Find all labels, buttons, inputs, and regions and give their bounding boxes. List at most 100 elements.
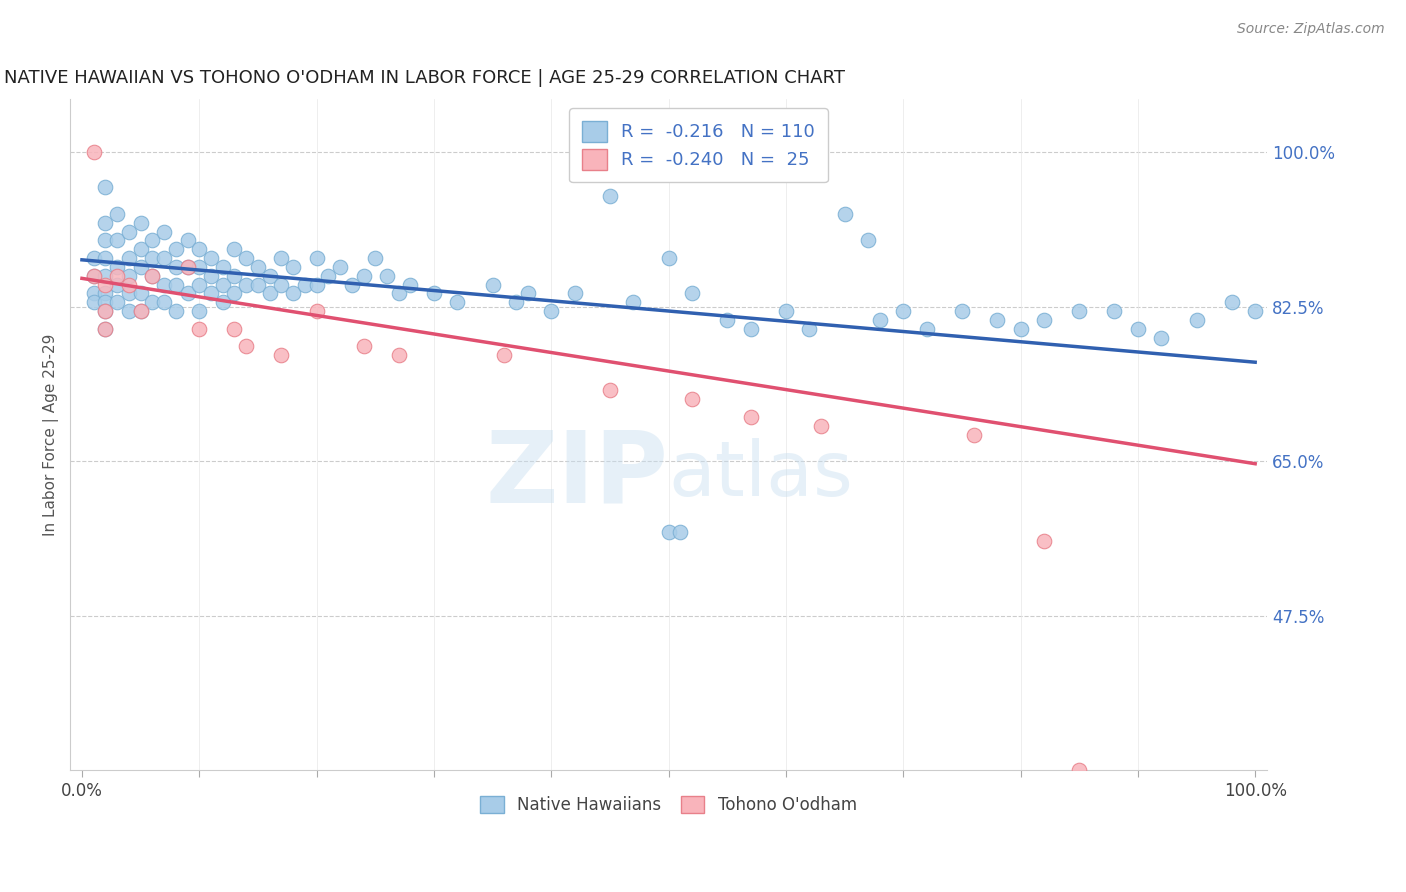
Native Hawaiians [658,251,681,265]
Native Hawaiians [235,251,257,265]
Native Hawaiians [105,207,128,221]
Native Hawaiians [118,225,141,239]
Native Hawaiians [305,277,328,292]
Native Hawaiians [94,234,117,248]
Native Hawaiians [105,234,128,248]
Native Hawaiians [481,277,503,292]
Native Hawaiians [388,286,411,301]
Native Hawaiians [669,524,692,539]
Native Hawaiians [129,216,152,230]
Native Hawaiians [1033,313,1056,327]
Native Hawaiians [94,216,117,230]
Tohono O'odham [176,260,198,274]
Native Hawaiians [118,268,141,283]
Tohono O'odham [129,304,152,318]
Native Hawaiians [1010,321,1032,335]
Native Hawaiians [294,277,316,292]
Native Hawaiians [281,260,304,274]
Native Hawaiians [118,304,141,318]
Native Hawaiians [105,260,128,274]
Native Hawaiians [105,295,128,310]
Native Hawaiians [200,286,222,301]
Native Hawaiians [83,295,105,310]
Native Hawaiians [165,304,187,318]
Native Hawaiians [165,277,187,292]
Native Hawaiians [446,295,468,310]
Tohono O'odham [118,277,141,292]
Tohono O'odham [83,268,105,283]
Native Hawaiians [340,277,363,292]
Native Hawaiians [83,251,105,265]
Native Hawaiians [246,260,269,274]
Tohono O'odham [94,304,117,318]
Tohono O'odham [1033,533,1056,548]
Native Hawaiians [224,242,246,256]
Native Hawaiians [1185,313,1208,327]
Native Hawaiians [94,304,117,318]
Native Hawaiians [94,286,117,301]
Native Hawaiians [141,268,163,283]
Native Hawaiians [94,321,117,335]
Native Hawaiians [153,277,176,292]
Native Hawaiians [129,286,152,301]
Native Hawaiians [423,286,446,301]
Native Hawaiians [153,225,176,239]
Native Hawaiians [94,268,117,283]
Native Hawaiians [1220,295,1243,310]
Native Hawaiians [318,268,340,283]
Native Hawaiians [224,268,246,283]
Native Hawaiians [681,286,703,301]
Native Hawaiians [211,295,233,310]
Native Hawaiians [211,277,233,292]
Native Hawaiians [658,524,681,539]
Tohono O'odham [810,418,832,433]
Native Hawaiians [1244,304,1267,318]
Native Hawaiians [564,286,586,301]
Native Hawaiians [165,242,187,256]
Tohono O'odham [599,384,621,398]
Native Hawaiians [375,268,398,283]
Native Hawaiians [200,268,222,283]
Native Hawaiians [1126,321,1149,335]
Tohono O'odham [740,409,762,424]
Native Hawaiians [235,277,257,292]
Native Hawaiians [188,277,211,292]
Native Hawaiians [834,207,856,221]
Native Hawaiians [83,268,105,283]
Native Hawaiians [775,304,797,318]
Native Hawaiians [270,277,292,292]
Tohono O'odham [94,277,117,292]
Native Hawaiians [129,304,152,318]
Tohono O'odham [105,268,128,283]
Native Hawaiians [105,277,128,292]
Tohono O'odham [224,321,246,335]
Tohono O'odham [141,268,163,283]
Native Hawaiians [94,295,117,310]
Native Hawaiians [224,286,246,301]
Native Hawaiians [505,295,527,310]
Native Hawaiians [1150,330,1173,344]
Native Hawaiians [200,251,222,265]
Native Hawaiians [259,268,281,283]
Native Hawaiians [399,277,422,292]
Text: NATIVE HAWAIIAN VS TOHONO O'ODHAM IN LABOR FORCE | AGE 25-29 CORRELATION CHART: NATIVE HAWAIIAN VS TOHONO O'ODHAM IN LAB… [4,69,845,87]
Tohono O'odham [235,339,257,353]
Native Hawaiians [176,286,198,301]
Native Hawaiians [94,251,117,265]
Native Hawaiians [118,286,141,301]
Native Hawaiians [915,321,938,335]
Tohono O'odham [388,348,411,362]
Tohono O'odham [353,339,375,353]
Native Hawaiians [891,304,914,318]
Native Hawaiians [188,260,211,274]
Native Hawaiians [118,251,141,265]
Native Hawaiians [869,313,891,327]
Native Hawaiians [176,260,198,274]
Text: ZIP: ZIP [485,426,669,524]
Native Hawaiians [1069,304,1091,318]
Native Hawaiians [270,251,292,265]
Native Hawaiians [176,234,198,248]
Text: Source: ZipAtlas.com: Source: ZipAtlas.com [1237,22,1385,37]
Tohono O'odham [494,348,516,362]
Native Hawaiians [740,321,762,335]
